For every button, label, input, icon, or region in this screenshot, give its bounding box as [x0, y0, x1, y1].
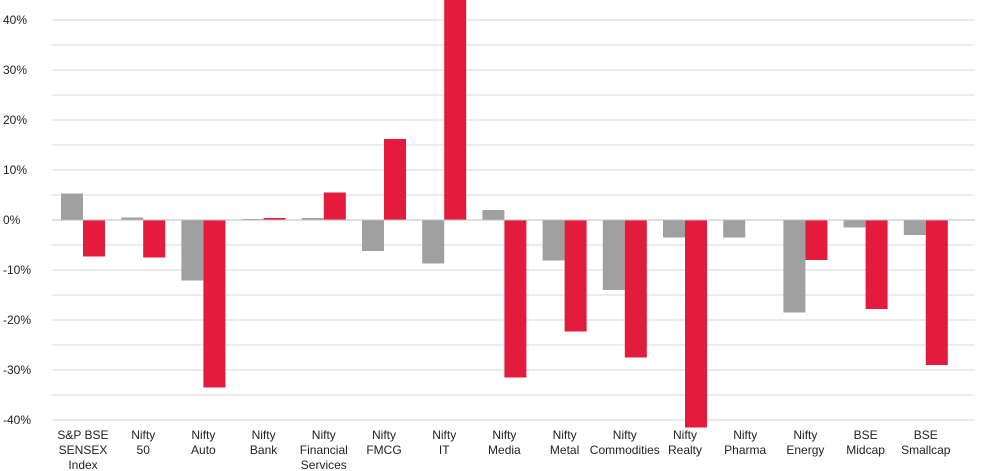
category-label: Nifty FMCG	[366, 428, 401, 457]
bar-series-1	[903, 220, 926, 235]
bar-series-2	[925, 220, 948, 365]
bar-series-2	[564, 220, 587, 332]
bar-series-1	[301, 218, 324, 220]
bars	[61, 0, 948, 428]
y-tick-label: 30%	[3, 63, 27, 77]
bar-series-1	[61, 193, 83, 220]
y-tick-label: -10%	[3, 263, 31, 277]
bar-series-1	[482, 210, 505, 220]
category-label: BSE Midcap	[846, 428, 885, 457]
bar-series-2	[384, 139, 406, 220]
y-tick-label: -20%	[3, 313, 31, 327]
category-label: Nifty Realty	[668, 428, 702, 457]
bar-series-2	[203, 220, 226, 388]
category-label: Nifty Commodities	[590, 428, 660, 457]
bar-series-1	[663, 220, 685, 238]
category-label: BSE Smallcap	[901, 428, 951, 457]
y-tick-label: -30%	[3, 363, 31, 377]
category-label: Nifty Pharma	[724, 428, 766, 457]
bar-series-2	[865, 220, 888, 309]
bar-series-1	[542, 220, 565, 261]
bar-series-1	[602, 220, 625, 290]
bar-series-1	[783, 220, 806, 313]
bar-series-2	[504, 220, 527, 378]
y-tick-label: 0%	[3, 213, 21, 227]
bar-series-1	[121, 217, 144, 220]
y-tick-label: 20%	[3, 113, 27, 127]
bar-series-1	[362, 220, 384, 251]
category-label: Nifty Energy	[786, 428, 824, 457]
y-axis-ticks: 40% 30% 20% 10% 0% -10% -20% -30% -40%	[3, 13, 31, 427]
category-label: S&P BSE SENSEX Index	[57, 428, 108, 471]
bar-series-2	[143, 220, 166, 258]
category-label: Nifty Metal	[550, 428, 579, 457]
y-tick-label: 10%	[3, 163, 27, 177]
bar-series-1	[843, 220, 866, 228]
bar-series-2	[685, 220, 707, 428]
bar-series-1	[422, 220, 445, 264]
category-label: Nifty Bank	[250, 428, 278, 457]
category-label: Nifty Media	[488, 428, 521, 457]
y-tick-label: -40%	[3, 413, 31, 427]
bar-series-2	[444, 0, 467, 220]
bar-series-2	[624, 220, 647, 358]
category-label: Nifty 50	[131, 428, 155, 457]
bar-series-2	[323, 192, 346, 220]
y-tick-label: 40%	[3, 13, 27, 27]
bar-series-1	[181, 220, 204, 281]
bar-series-2	[805, 220, 828, 260]
bar-series-2	[83, 220, 105, 257]
category-label: Nifty Auto	[191, 428, 216, 457]
bar-series-2	[263, 218, 286, 220]
x-axis-categories: S&P BSE SENSEX Index Nifty 50 Nifty Auto Nifty B…	[57, 428, 950, 471]
category-label: Nifty IT	[432, 428, 456, 457]
category-label: Nifty Financial Services	[300, 428, 348, 471]
bar-series-1	[723, 220, 746, 238]
